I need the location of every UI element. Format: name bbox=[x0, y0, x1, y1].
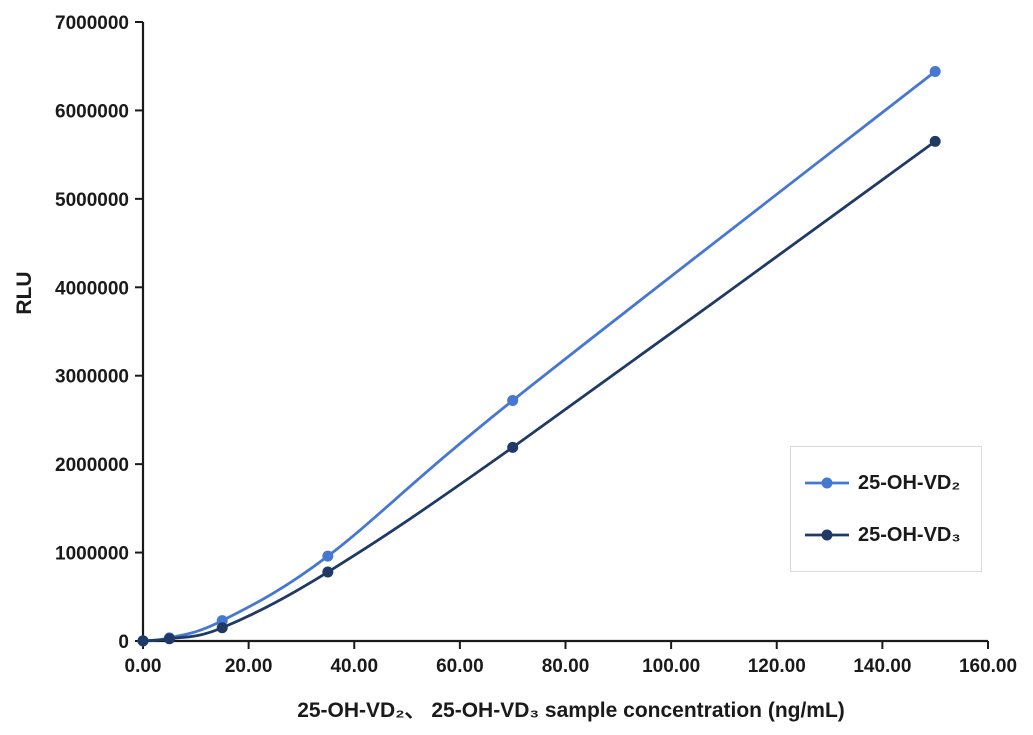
svg-text:7000000: 7000000 bbox=[55, 13, 129, 34]
x-axis-title: 25-OH-VD₂、 25-OH-VD₃ sample concentratio… bbox=[297, 699, 845, 722]
legend-label-vd3: 25-OH-VD₃ bbox=[858, 523, 961, 546]
y-axis-title: RLU bbox=[13, 271, 36, 315]
legend-item-vd2: 25-OH-VD₂ bbox=[804, 465, 981, 501]
legend-label-vd2: 25-OH-VD₂ bbox=[858, 471, 961, 494]
svg-text:6000000: 6000000 bbox=[55, 101, 129, 122]
svg-text:40.00: 40.00 bbox=[330, 656, 378, 677]
svg-text:5000000: 5000000 bbox=[55, 190, 129, 211]
svg-text:0.00: 0.00 bbox=[125, 656, 162, 677]
svg-text:0: 0 bbox=[118, 632, 129, 653]
svg-text:120.00: 120.00 bbox=[748, 656, 806, 677]
svg-text:100.00: 100.00 bbox=[642, 656, 700, 677]
svg-text:3000000: 3000000 bbox=[55, 367, 129, 388]
vd3-series-marker-icon bbox=[805, 529, 849, 541]
legend: 25-OH-VD₂ 25-OH-VD₃ bbox=[790, 446, 982, 572]
svg-text:80.00: 80.00 bbox=[542, 656, 590, 677]
svg-text:4000000: 4000000 bbox=[55, 278, 129, 299]
svg-text:140.00: 140.00 bbox=[853, 656, 911, 677]
svg-text:1000000: 1000000 bbox=[55, 544, 129, 565]
legend-item-vd3: 25-OH-VD₃ bbox=[804, 517, 981, 553]
svg-text:60.00: 60.00 bbox=[436, 656, 484, 677]
svg-text:160.00: 160.00 bbox=[959, 656, 1017, 677]
svg-text:20.00: 20.00 bbox=[225, 656, 273, 677]
svg-text:2000000: 2000000 bbox=[55, 455, 129, 476]
vd2-series-marker-icon bbox=[805, 477, 849, 489]
